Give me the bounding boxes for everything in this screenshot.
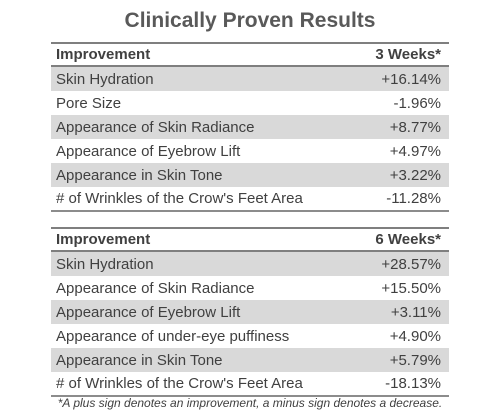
header-improvement-label: Improvement [56,231,151,248]
table-header: Improvement 6 Weeks* [51,227,449,252]
row-value: +5.79% [389,351,441,369]
row-label: # of Wrinkles of the Crow's Feet Area [56,190,303,207]
row-value: -1.96% [393,94,441,112]
row-value: +15.50% [381,279,441,297]
row-label: Skin Hydration [56,255,154,273]
table-row: Skin Hydration +16.14% [51,67,449,91]
row-value: +3.11% [390,303,441,321]
row-value: +4.97% [389,142,441,160]
table-header: Improvement 3 Weeks* [51,42,449,67]
row-label: Appearance in Skin Tone [56,166,223,184]
row-label: Appearance of Skin Radiance [56,118,255,136]
table-row: # of Wrinkles of the Crow's Feet Area -1… [51,187,449,212]
table-row: Appearance in Skin Tone +3.22% [51,163,449,187]
table-row: Skin Hydration +28.57% [51,252,449,276]
row-label: # of Wrinkles of the Crow's Feet Area [56,375,303,392]
row-value: -18.13% [385,375,441,392]
row-value: +16.14% [381,70,441,88]
row-label: Appearance of Eyebrow Lift [56,142,241,160]
footnote: *A plus sign denotes an improvement, a m… [57,396,443,410]
row-value: -11.28% [386,190,441,207]
results-table-6-weeks: Improvement 6 Weeks* Skin Hydration +28.… [51,227,449,397]
table-row: Appearance of under-eye puffiness +4.90% [51,324,449,348]
row-value: +4.90% [389,327,441,345]
table-row: Appearance in Skin Tone +5.79% [51,348,449,372]
row-value: +3.22% [389,166,441,184]
row-value: +28.57% [381,255,441,273]
table-row: Appearance of Eyebrow Lift +3.11% [51,300,449,324]
header-improvement-label: Improvement [56,46,151,63]
table-row: Appearance of Skin Radiance +8.77% [51,115,449,139]
table-row: Appearance of Eyebrow Lift +4.97% [51,139,449,163]
results-table-3-weeks: Improvement 3 Weeks* Skin Hydration +16.… [51,42,449,212]
row-label: Appearance of under-eye puffiness [56,327,290,345]
table-row: # of Wrinkles of the Crow's Feet Area -1… [51,372,449,397]
row-value: +8.77% [389,118,441,136]
table-row: Pore Size -1.96% [51,91,449,115]
row-label: Appearance of Skin Radiance [56,279,255,297]
row-label: Appearance of Eyebrow Lift [56,303,241,321]
table-row: Appearance of Skin Radiance +15.50% [51,276,449,300]
page-title: Clinically Proven Results [124,9,376,32]
header-period-label: 6 Weeks* [375,231,441,248]
header-period-label: 3 Weeks* [375,46,441,63]
row-label: Skin Hydration [56,70,154,88]
row-label: Appearance in Skin Tone [56,351,223,369]
row-label: Pore Size [56,94,122,112]
